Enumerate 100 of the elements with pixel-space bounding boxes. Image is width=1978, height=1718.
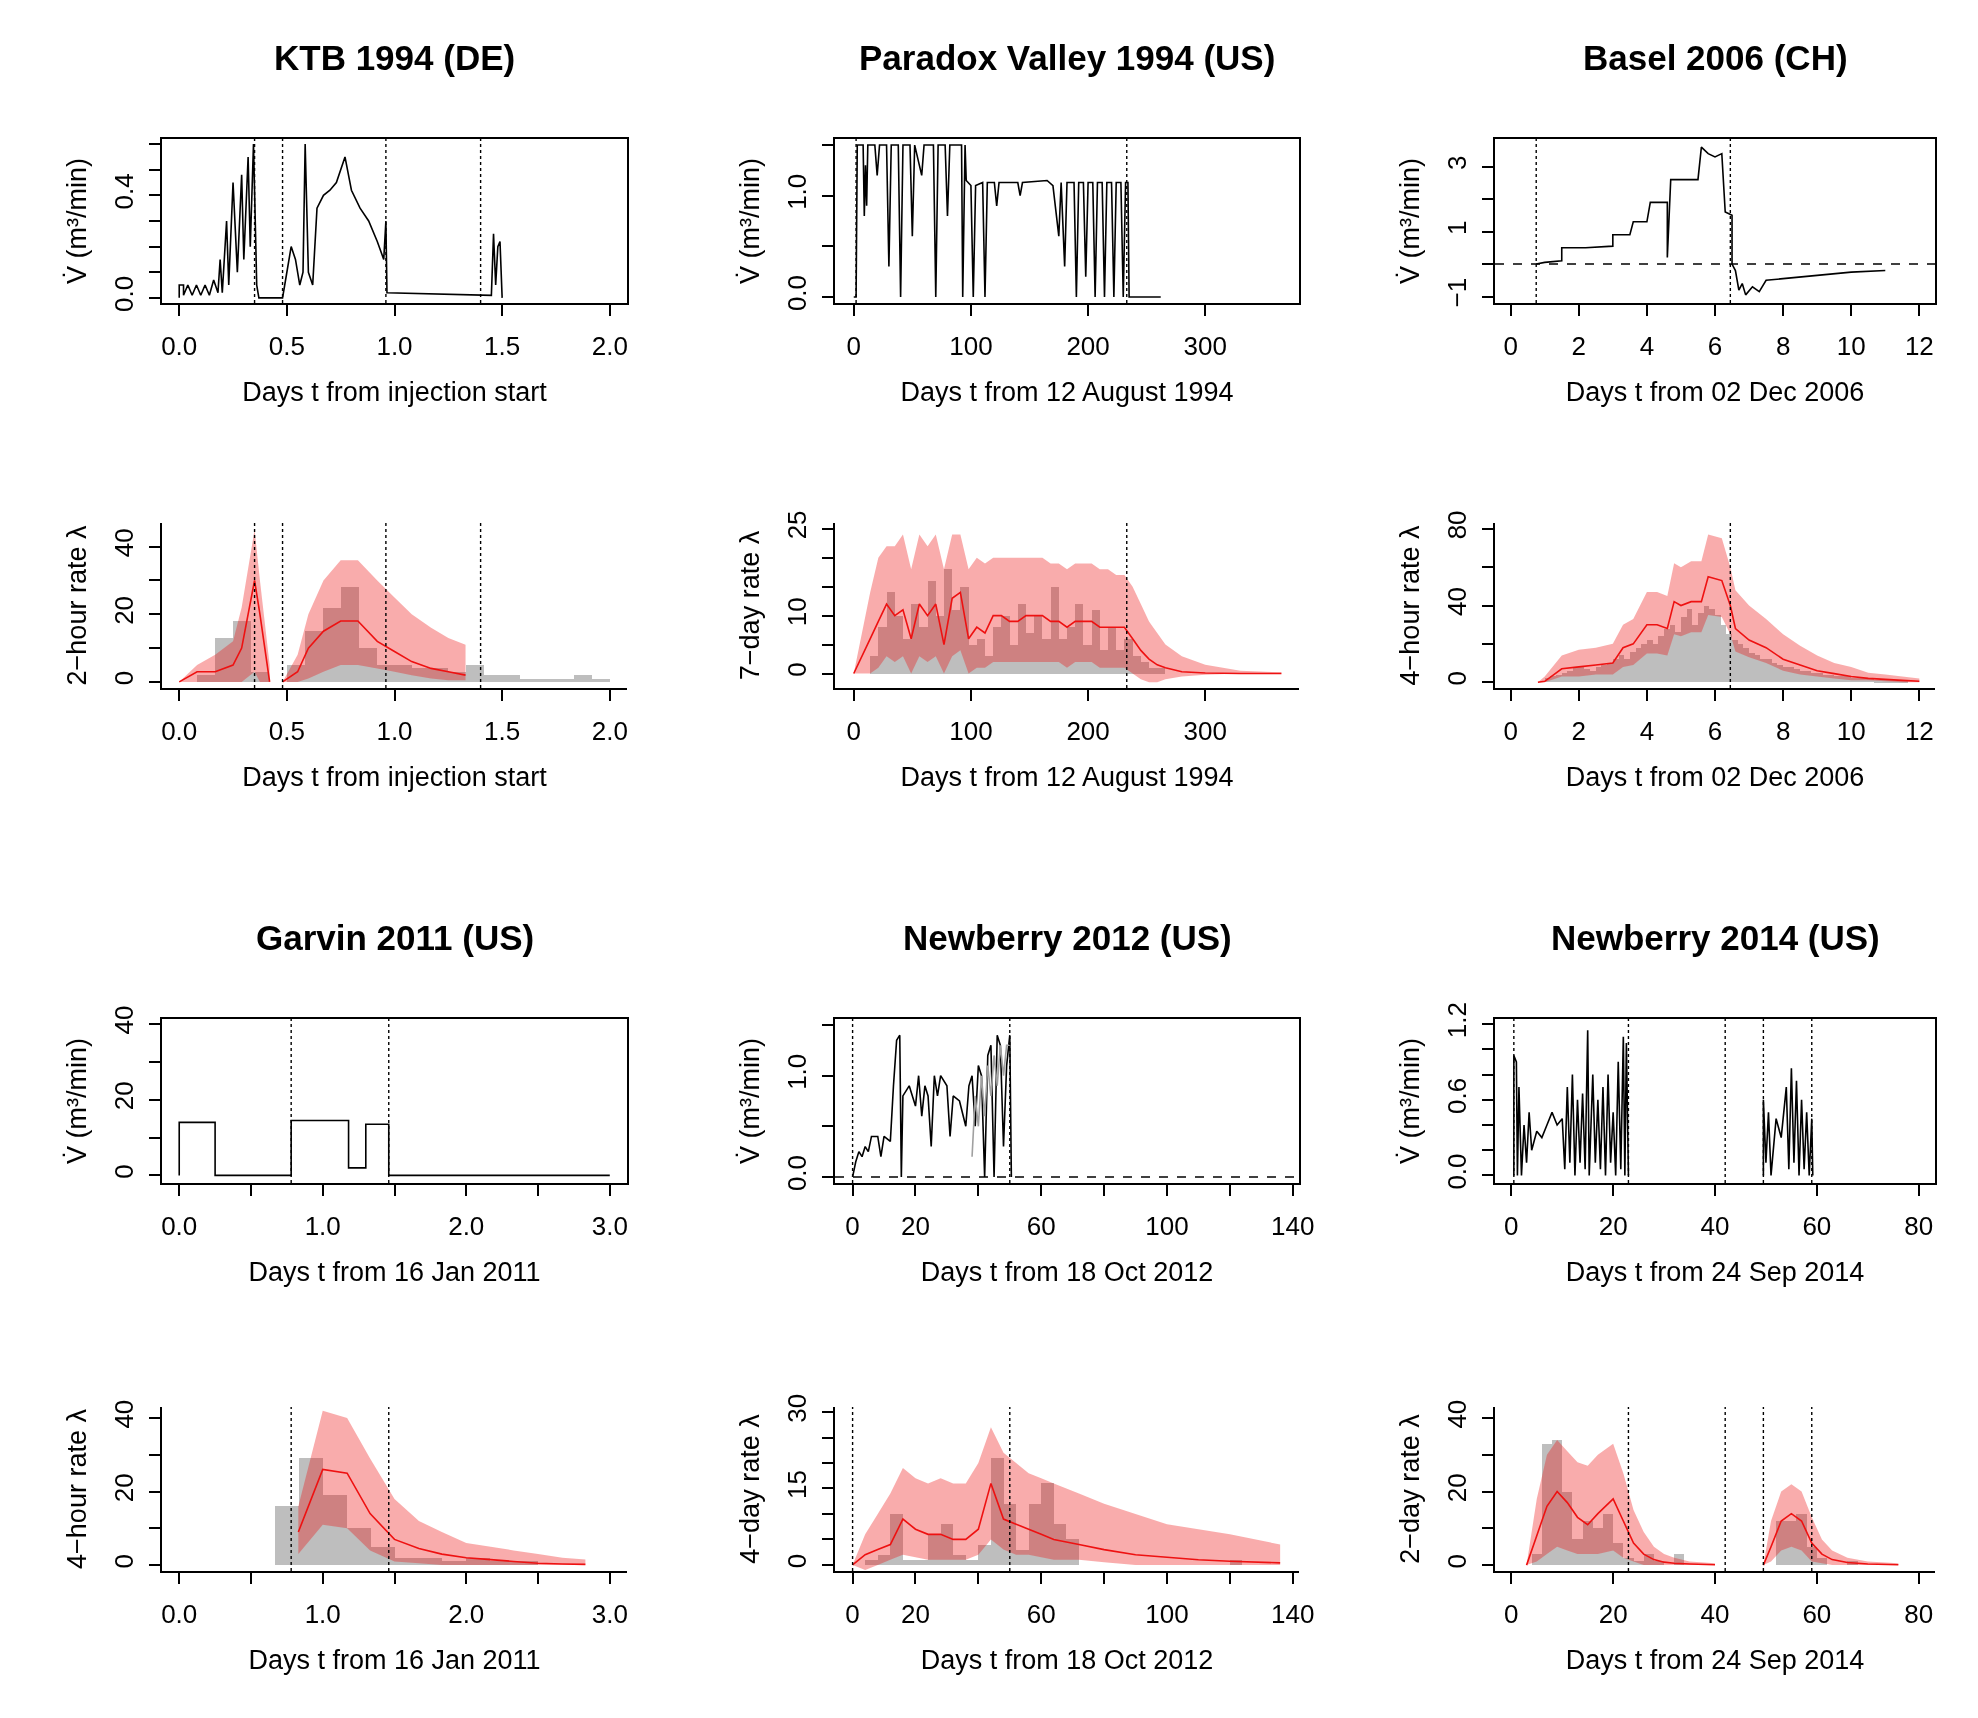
y-tick-label: 3 [1441,155,1472,170]
x-axis-title: Days t from 02 Dec 2006 [1565,376,1865,407]
chart-title: Garvin 2011 (US) [256,918,535,957]
x-tick-label: 140 [1271,1598,1315,1629]
y-tick-label: 0 [108,670,139,686]
y-tick-label: 1.0 [781,1053,812,1090]
x-tick-label: 2.0 [591,715,628,746]
x-axis-title: Days t from injection start [242,376,548,407]
x-tick-label: 40 [1700,1210,1730,1241]
x-tick-label: 8 [1775,330,1791,361]
y-tick-label: −1 [1441,277,1472,308]
y-tick-label: 1.0 [781,173,812,210]
x-tick-label: 20 [901,1598,930,1629]
x-tick-label: 40 [1700,1598,1730,1629]
y-axis-title: 4−hour rate λ [1395,525,1426,686]
x-tick-label: 6 [1707,330,1723,361]
x-tick-label: 80 [1904,1210,1934,1241]
y-tick-label: 20 [1441,1473,1472,1503]
y-tick-label: 0 [781,662,812,677]
y-axis-title: V̇ (m³/min) [62,1038,93,1164]
x-axis-title: Days t from 24 Sep 2014 [1565,1644,1865,1675]
y-tick-label: 0.0 [1441,1153,1472,1190]
x-tick-label: 140 [1271,1210,1315,1241]
y-axis-title: 2−day rate λ [1395,1413,1426,1564]
y-tick-label: 0 [108,1164,139,1179]
y-tick-label: 40 [108,1399,139,1429]
x-tick-label: 4 [1639,330,1655,361]
y-tick-label: 40 [1441,1399,1472,1429]
x-axis-title: Days t from 16 Jan 2011 [248,1256,541,1287]
x-tick-label: 3.0 [591,1210,628,1241]
x-tick-label: 1.5 [484,330,521,361]
y-tick-label: 0 [781,1553,812,1569]
y-tick-label: 40 [1441,587,1472,617]
x-tick-label: 100 [1145,1210,1189,1241]
x-tick-label: 0 [846,330,861,361]
y-tick-label: 20 [108,595,139,625]
x-tick-label: 100 [949,715,993,746]
y-tick-label: 10 [781,597,812,627]
x-tick-label: 60 [1026,1210,1056,1241]
x-tick-label: 10 [1836,715,1866,746]
x-tick-label: 0.5 [268,330,305,361]
y-tick-label: 0.0 [781,274,812,312]
x-tick-label: 1.0 [376,330,413,361]
x-tick-label: 2 [1571,715,1587,746]
x-tick-label: 6 [1707,715,1723,746]
y-tick-label: 0 [1441,1553,1472,1569]
x-axis-title: Days t from 12 August 1994 [900,761,1234,792]
y-tick-label: 20 [108,1473,139,1503]
x-tick-label: 0.0 [161,1210,198,1241]
x-axis-title: Days t from 24 Sep 2014 [1565,1256,1865,1287]
x-tick-label: 0 [846,715,861,746]
y-axis-title: V̇ (m³/min) [735,158,766,284]
x-tick-label: 1.0 [376,715,413,746]
x-tick-label: 0.0 [161,715,198,746]
y-axis-title: V̇ (m³/min) [1395,1038,1426,1164]
x-tick-label: 0 [845,1210,860,1241]
x-tick-label: 0 [845,1598,860,1629]
x-tick-label: 2.0 [448,1598,485,1629]
y-tick-label: 0.6 [1441,1077,1472,1114]
x-tick-label: 20 [1598,1598,1628,1629]
x-tick-label: 12 [1904,330,1934,361]
x-tick-label: 0 [1504,1598,1519,1629]
x-tick-label: 12 [1904,715,1934,746]
x-tick-label: 100 [949,330,993,361]
y-tick-label: 40 [108,528,139,558]
chart-title: KTB 1994 (DE) [274,38,516,77]
x-tick-label: 1.5 [484,715,521,746]
x-tick-label: 10 [1836,330,1866,361]
x-axis-title: Days t from 18 Oct 2012 [920,1644,1214,1675]
y-tick-label: 0.0 [781,1154,812,1192]
x-tick-label: 60 [1802,1210,1832,1241]
y-axis-title: 4−hour rate λ [62,1408,93,1569]
x-tick-label: 0 [1503,715,1518,746]
y-tick-label: 80 [1441,510,1472,540]
x-tick-label: 200 [1066,330,1110,361]
chart-title: Newberry 2014 (US) [1551,918,1880,957]
x-tick-label: 0.5 [268,715,305,746]
y-axis-title: 2−hour rate λ [62,525,93,686]
x-tick-label: 0 [1504,1210,1519,1241]
x-tick-label: 2.0 [591,330,628,361]
x-axis-title: Days t from injection start [242,761,548,792]
y-tick-label: 1 [1441,220,1472,235]
x-tick-label: 0.0 [161,1598,198,1629]
chart-title: Newberry 2012 (US) [903,918,1232,957]
y-axis-title: V̇ (m³/min) [62,158,93,284]
x-tick-label: 1.0 [304,1598,341,1629]
y-axis-title: 7−day rate λ [735,530,766,681]
x-axis-title: Days t from 16 Jan 2011 [248,1644,541,1675]
y-tick-label: 0.4 [108,173,139,210]
x-tick-label: 300 [1183,715,1227,746]
x-tick-label: 20 [1598,1210,1628,1241]
x-tick-label: 0.0 [161,330,198,361]
y-tick-label: 0 [1441,671,1472,686]
x-tick-label: 20 [901,1210,930,1241]
y-tick-label: 0.0 [108,275,139,313]
x-tick-label: 200 [1066,715,1110,746]
x-tick-label: 4 [1639,715,1655,746]
y-tick-label: 25 [781,510,812,540]
y-tick-label: 1.2 [1441,1002,1472,1039]
x-tick-label: 0 [1503,330,1518,361]
